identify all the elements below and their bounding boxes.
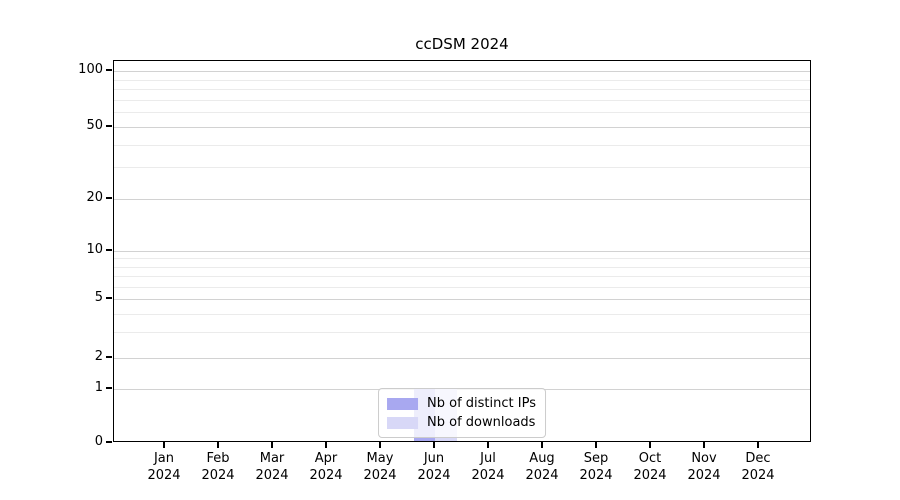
y-tick-mark xyxy=(106,387,112,389)
x-tick-mark xyxy=(163,442,165,448)
y-tick-label: 50 xyxy=(86,118,103,133)
x-tick-label: Oct 2024 xyxy=(620,450,680,484)
y-tick-label: 100 xyxy=(78,62,103,77)
x-tick-month: Nov xyxy=(691,451,717,466)
x-tick-year: 2024 xyxy=(363,468,397,483)
minor-gridline xyxy=(114,332,810,333)
x-tick-month: Dec xyxy=(745,451,771,466)
y-tick-mark xyxy=(106,69,112,71)
x-tick-year: 2024 xyxy=(687,468,721,483)
x-tick-year: 2024 xyxy=(201,468,235,483)
x-tick-label: May 2024 xyxy=(350,450,410,484)
minor-gridline xyxy=(114,167,810,168)
minor-gridline xyxy=(114,89,810,90)
x-tick-year: 2024 xyxy=(309,468,343,483)
x-tick-mark xyxy=(325,442,327,448)
x-tick-label: Nov 2024 xyxy=(674,450,734,484)
x-tick-label: Dec 2024 xyxy=(728,450,788,484)
x-tick-year: 2024 xyxy=(741,468,775,483)
x-tick-mark xyxy=(271,442,273,448)
x-tick-year: 2024 xyxy=(417,468,451,483)
x-tick-year: 2024 xyxy=(147,468,181,483)
legend-swatch xyxy=(387,397,419,410)
x-tick-mark xyxy=(433,442,435,448)
x-tick-mark xyxy=(487,442,489,448)
minor-gridline xyxy=(114,144,810,146)
y-tick-mark xyxy=(106,125,112,127)
x-tick-month: Apr xyxy=(314,451,338,466)
x-tick-label: Apr 2024 xyxy=(296,450,356,484)
x-tick-year: 2024 xyxy=(471,468,505,483)
minor-gridline xyxy=(114,313,810,315)
minor-gridline xyxy=(114,266,810,268)
x-tick-mark xyxy=(541,442,543,448)
major-gridline xyxy=(114,251,810,252)
x-tick-year: 2024 xyxy=(255,468,289,483)
x-tick-year: 2024 xyxy=(525,468,559,483)
x-tick-mark xyxy=(649,442,651,448)
x-tick-mark xyxy=(703,442,705,448)
x-tick-month: May xyxy=(366,451,394,466)
y-tick-mark xyxy=(106,197,112,199)
legend-label: Nb of downloads xyxy=(427,415,536,430)
x-tick-mark xyxy=(379,442,381,448)
major-gridline xyxy=(114,71,810,72)
x-tick-label: Jan 2024 xyxy=(134,450,194,484)
y-tick-label: 20 xyxy=(86,190,103,205)
plot-area: Nb of distinct IPs Nb of downloads xyxy=(113,60,811,442)
minor-gridline xyxy=(114,286,810,288)
legend-swatch xyxy=(387,416,419,429)
major-gridline xyxy=(114,358,810,359)
x-tick-year: 2024 xyxy=(579,468,613,483)
legend-entry: Nb of downloads xyxy=(387,413,536,432)
x-tick-label: Sep 2024 xyxy=(566,450,626,484)
y-tick-mark xyxy=(106,249,112,251)
y-tick-label: 10 xyxy=(86,242,103,257)
x-tick-month: Jan xyxy=(153,451,175,466)
minor-gridline xyxy=(114,276,810,277)
y-tick-label: 1 xyxy=(94,380,103,395)
major-gridline xyxy=(114,127,810,128)
x-tick-month: Aug xyxy=(529,451,555,466)
x-tick-label: Jul 2024 xyxy=(458,450,518,484)
legend-entry: Nb of distinct IPs xyxy=(387,394,536,413)
major-gridline xyxy=(114,299,810,300)
y-tick-label: 5 xyxy=(94,290,103,305)
minor-gridline xyxy=(114,100,810,101)
x-tick-month: Feb xyxy=(206,451,230,466)
x-tick-year: 2024 xyxy=(633,468,667,483)
minor-gridline xyxy=(114,112,810,113)
y-tick-mark xyxy=(106,441,112,443)
legend: Nb of distinct IPs Nb of downloads xyxy=(378,388,546,438)
y-tick-label: 0 xyxy=(94,434,103,449)
major-gridline xyxy=(114,199,810,200)
x-tick-label: Feb 2024 xyxy=(188,450,248,484)
x-tick-mark xyxy=(595,442,597,448)
x-tick-label: Aug 2024 xyxy=(512,450,572,484)
y-tick-mark xyxy=(106,356,112,358)
x-tick-mark xyxy=(217,442,219,448)
x-tick-month: Oct xyxy=(638,451,662,466)
x-tick-month: Mar xyxy=(259,451,285,466)
x-tick-month: Jun xyxy=(423,451,445,466)
x-tick-label: Jun 2024 xyxy=(404,450,464,484)
x-tick-label: Mar 2024 xyxy=(242,450,302,484)
minor-gridline xyxy=(114,79,810,81)
legend-label: Nb of distinct IPs xyxy=(427,396,536,411)
chart-title: ccDSM 2024 xyxy=(415,35,509,53)
y-tick-mark xyxy=(106,297,112,299)
y-tick-label: 2 xyxy=(94,349,103,364)
x-tick-month: Sep xyxy=(583,451,609,466)
minor-gridline xyxy=(114,258,810,259)
x-tick-month: Jul xyxy=(480,451,496,466)
x-tick-mark xyxy=(757,442,759,448)
